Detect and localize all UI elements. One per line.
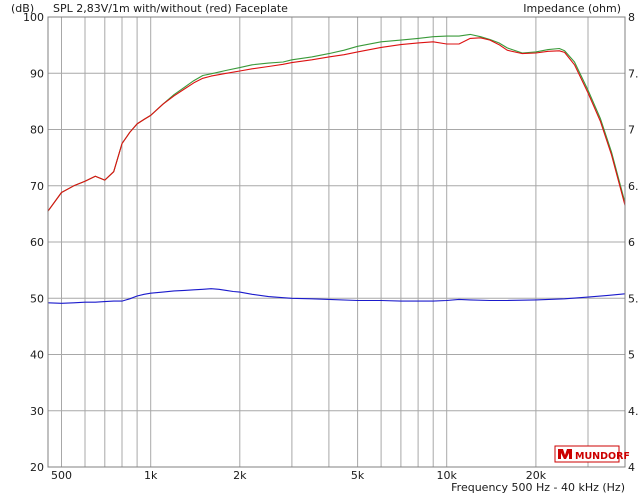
- x-tick-label: 2k: [233, 469, 247, 482]
- impedance-axis-label: Impedance (ohm): [523, 2, 621, 15]
- y2-tick-label: 6: [628, 236, 635, 249]
- y2-tick-label: 6.: [628, 180, 639, 193]
- y-tick-label: 90: [30, 67, 44, 80]
- y2-tick-label: 5.: [628, 292, 639, 305]
- x-tick-label: 10k: [437, 469, 458, 482]
- plot-frame: [47, 16, 626, 468]
- y2-tick-label: 4.: [628, 405, 639, 418]
- x-tick-label: 20k: [526, 469, 547, 482]
- x-tick-label: 500: [51, 469, 72, 482]
- y-tick-label: 40: [30, 349, 44, 362]
- y-tick-label: 100: [23, 11, 44, 24]
- y2-tick-label: 7: [628, 124, 635, 137]
- without-faceplate-line: [47, 37, 626, 212]
- x-tick-label: 5k: [351, 469, 365, 482]
- chart-title: SPL 2,83V/1m with/without (red) Faceplat…: [53, 2, 288, 15]
- y2-axis-ticks: 4 4. 5 5. 6 6. 7 7. 8: [628, 11, 639, 474]
- x-axis-label: Frequency 500 Hz - 40 kHz (Hz): [451, 481, 625, 494]
- y2-tick-label: 8: [628, 11, 635, 24]
- mundorf-logo: MUNDORF: [554, 445, 630, 463]
- y2-tick-label: 5: [628, 349, 635, 362]
- series-layer: [47, 33, 626, 304]
- y-tick-label: 80: [30, 124, 44, 137]
- impedance-line: [47, 288, 626, 304]
- y2-tick-label: 7.: [628, 67, 639, 80]
- x-axis-ticks: 500 1k 2k 5k 10k 20k: [51, 469, 547, 482]
- grid: [48, 17, 625, 467]
- y-tick-label: 60: [30, 236, 44, 249]
- y-tick-label: 50: [30, 292, 44, 305]
- y2-tick-label: 4: [628, 461, 635, 474]
- y-tick-label: 20: [30, 461, 44, 474]
- logo-text: MUNDORF: [575, 451, 630, 462]
- y-axis-unit-label: (dB): [11, 2, 34, 15]
- y-tick-label: 30: [30, 405, 44, 418]
- x-tick-label: 1k: [144, 469, 158, 482]
- y-tick-label: 70: [30, 180, 44, 193]
- y-axis-ticks: 20 30 40 50 60 70 80 90 100: [23, 11, 44, 474]
